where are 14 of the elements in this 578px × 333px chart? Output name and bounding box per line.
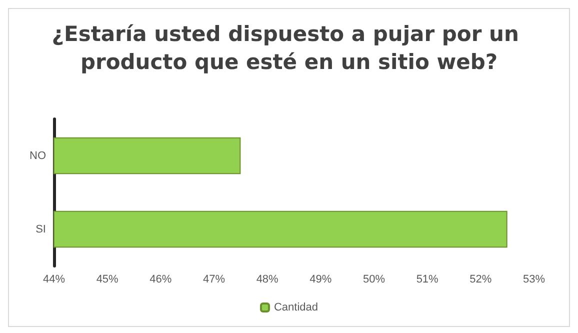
x-tick-label: 46%	[150, 274, 172, 286]
legend-label: Cantidad	[274, 302, 318, 314]
x-tick-label: 48%	[256, 274, 279, 286]
x-tick-label: 52%	[470, 274, 492, 286]
y-tick-label: SI	[36, 223, 46, 236]
y-tick-label: NO	[30, 150, 46, 162]
x-tick-label: 51%	[416, 274, 439, 286]
x-tick-label: 50%	[362, 274, 386, 286]
x-tick-label: 49%	[310, 274, 332, 286]
x-tick-label: 45%	[96, 274, 119, 286]
x-tick-label: 53%	[522, 274, 546, 286]
x-tick-label: 44%	[42, 274, 66, 286]
x-tick-label: 47%	[202, 274, 226, 286]
chart-title: ¿Estaría usted dispuesto a pujar por un producto que esté en un sitio web?	[52, 22, 526, 74]
